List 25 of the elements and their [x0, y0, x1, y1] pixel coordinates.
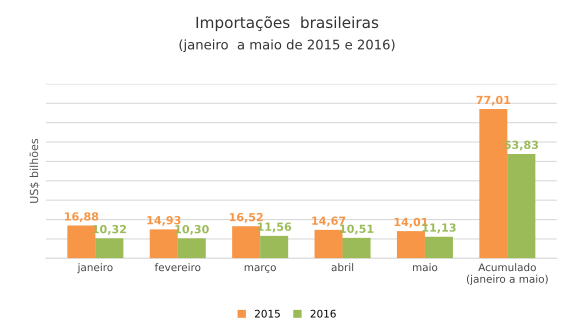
x-tick-label: fevereiro — [154, 263, 200, 272]
chart-title: Importações brasileiras — [196, 16, 378, 32]
data-label: 10,51 — [340, 224, 374, 234]
data-label: 14,67 — [312, 216, 346, 226]
bar — [424, 236, 453, 258]
x-tick-label: março — [244, 265, 276, 274]
legend-label: 2016 — [310, 310, 336, 318]
bar — [342, 238, 371, 258]
bar — [95, 238, 124, 258]
data-label: 11,56 — [258, 222, 292, 232]
chart-subtitle: (janeiro a maio de 2015 e 2016) — [179, 39, 395, 52]
x-tick-label: maio — [412, 263, 438, 272]
data-label: 77,01 — [476, 96, 510, 106]
bar — [260, 236, 288, 258]
x-tick-label: janeiro — [77, 263, 113, 274]
data-label: 16,52 — [230, 212, 263, 223]
x-tick-label: Acumulado (janeiro a maio) — [466, 263, 548, 285]
legend-label: 2015 — [255, 310, 280, 318]
data-label: 10,30 — [175, 224, 209, 235]
data-label: 14,93 — [147, 216, 180, 226]
y-axis-title: US$ bilhões — [29, 138, 40, 203]
x-tick-label: abril — [332, 263, 354, 272]
bar — [178, 238, 206, 258]
data-label: 16,88 — [65, 212, 98, 222]
bar — [507, 154, 536, 258]
